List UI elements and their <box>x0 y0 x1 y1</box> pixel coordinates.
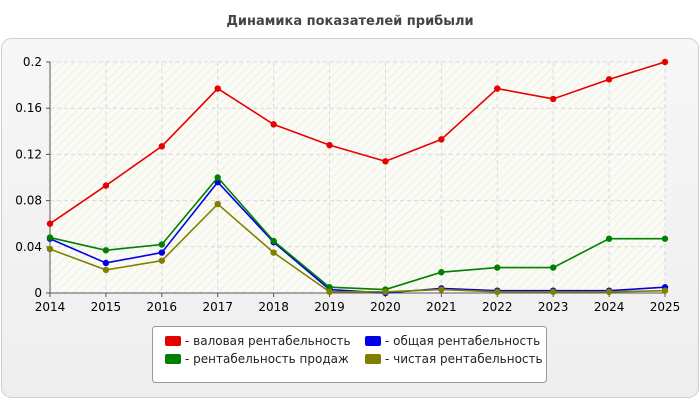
data-point <box>158 241 166 248</box>
data-point <box>549 288 557 296</box>
x-tick-label: 2021 <box>426 300 457 314</box>
legend-swatch <box>365 354 381 364</box>
data-point <box>102 247 110 254</box>
y-tick-label: 0.08 <box>15 194 42 208</box>
x-tick-label: 2020 <box>370 300 401 314</box>
data-point <box>605 235 613 242</box>
x-tick-label: 2023 <box>538 300 569 314</box>
data-point <box>661 235 669 242</box>
data-point <box>158 257 166 264</box>
data-point <box>438 136 445 143</box>
data-point <box>270 249 277 256</box>
series-line <box>49 61 666 225</box>
series-3 <box>46 174 669 293</box>
data-point <box>605 288 613 296</box>
data-point <box>102 266 110 274</box>
data-point <box>158 249 166 256</box>
series-4 <box>46 200 669 296</box>
data-point <box>46 234 54 241</box>
legend-box <box>152 326 547 383</box>
legend-label: - рентабельность продаж <box>185 352 349 366</box>
data-point <box>605 76 613 83</box>
data-point <box>494 288 501 296</box>
legend-swatch <box>165 336 181 346</box>
legend-swatch <box>365 336 381 346</box>
data-point <box>661 287 669 294</box>
data-point <box>214 85 221 92</box>
legend-item: - валовая рентабельность <box>165 334 351 348</box>
legend-item: - чистая рентабельность <box>365 352 543 366</box>
data-point <box>214 174 221 181</box>
data-point <box>46 245 54 253</box>
x-tick-label: 2016 <box>147 300 178 314</box>
data-point <box>438 269 445 276</box>
legend-item: - общая рентабельность <box>365 334 540 348</box>
data-point <box>326 284 333 291</box>
data-point <box>326 141 333 149</box>
series-1 <box>46 58 669 227</box>
x-tick-label: 2015 <box>91 300 122 314</box>
series-line <box>49 202 666 293</box>
data-point <box>270 121 277 128</box>
data-point <box>494 264 501 271</box>
legend-swatch <box>165 354 181 364</box>
data-point <box>102 259 110 267</box>
series-line <box>49 176 665 291</box>
data-point <box>549 264 557 271</box>
x-tick-label: 2022 <box>482 300 513 314</box>
x-tick-label: 2019 <box>314 300 345 314</box>
data-point <box>214 200 221 208</box>
series-lines <box>46 58 669 297</box>
x-tick-label: 2014 <box>35 300 66 314</box>
x-tick-label: 2025 <box>650 300 681 314</box>
data-point <box>46 220 54 227</box>
data-point <box>494 85 501 92</box>
y-tick-label: 0.16 <box>15 101 42 115</box>
axes <box>49 62 665 294</box>
data-point <box>382 158 389 165</box>
data-point <box>382 288 389 296</box>
x-tick-label: 2017 <box>202 300 233 314</box>
x-tick-label: 2024 <box>594 300 625 314</box>
y-tick-label: 0.04 <box>15 240 42 254</box>
data-point <box>438 286 445 293</box>
legend: - валовая рентабельность - рентабельность… <box>152 326 547 383</box>
chart-title: Динамика показателей прибыли <box>226 14 473 29</box>
data-point <box>158 143 166 150</box>
y-tick-label: 0.2 <box>23 55 42 69</box>
data-point <box>270 237 277 245</box>
data-point <box>326 288 333 296</box>
legend-item: - рентабельность продаж <box>165 352 349 366</box>
x-axis-ticks: 2014 2015 2016 2017 2018 2019 2020 2021 2022 2023… <box>35 293 681 314</box>
data-point <box>661 58 669 66</box>
legend-label: - общая рентабельность <box>385 334 540 348</box>
y-tick-label: 0 <box>34 286 42 300</box>
legend-label: - чистая рентабельность <box>385 352 543 366</box>
data-point <box>549 95 557 103</box>
data-point <box>102 182 110 189</box>
legend-label: - валовая рентабельность <box>185 334 351 348</box>
x-tick-label: 2018 <box>258 300 289 314</box>
y-tick-label: 0.12 <box>15 147 42 161</box>
